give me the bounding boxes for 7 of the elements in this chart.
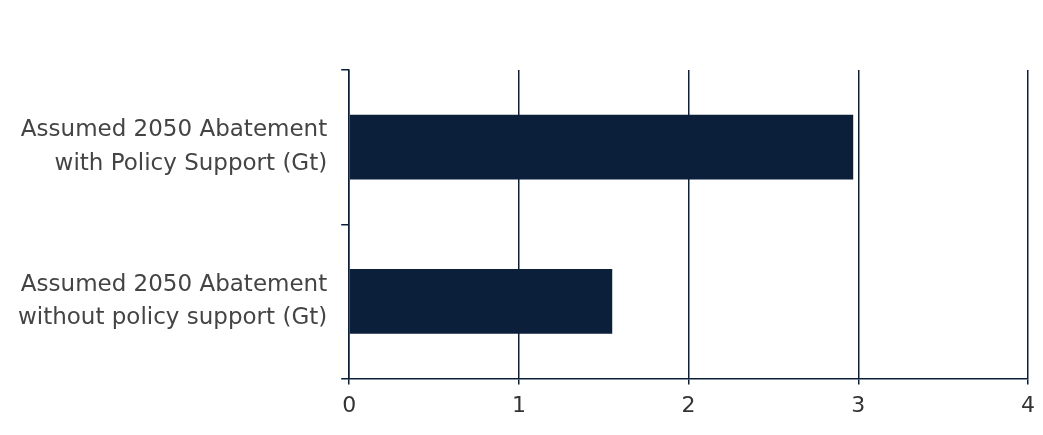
x-tick-label: 3 xyxy=(851,391,866,417)
y-tick-label: Assumed 2050 Abatement without policy support (Gt) xyxy=(17,269,328,330)
x-tick-label: 0 xyxy=(342,391,357,417)
x-tick-label: 4 xyxy=(1021,391,1035,417)
x-tick-label: 2 xyxy=(681,391,696,417)
y-tick-label: Assumed 2050 Abatement with Policy Support (Gt) xyxy=(20,115,328,175)
x-tick-label: 1 xyxy=(511,391,526,417)
